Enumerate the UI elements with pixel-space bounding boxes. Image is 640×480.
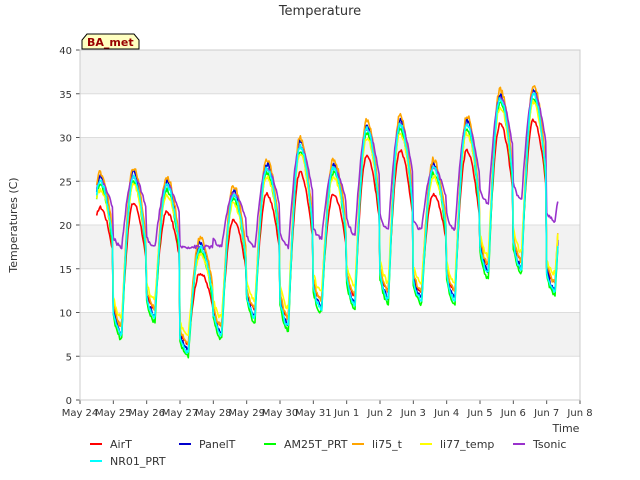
x-tick-label: May 30 (262, 408, 299, 419)
x-tick-label: May 28 (195, 408, 232, 419)
legend-label: AM25T_PRT (284, 438, 348, 451)
y-tick-label: 30 (59, 134, 72, 145)
x-tick-label: May 25 (95, 408, 132, 419)
plot-band (80, 312, 580, 357)
y-tick-label: 0 (66, 396, 72, 407)
legend-label: AirT (110, 438, 132, 451)
y-tick-label: 35 (59, 90, 72, 101)
y-tick-label: 15 (59, 265, 72, 276)
y-axis-label: Temperatures (C) (7, 177, 20, 273)
legend-label: PanelT (199, 438, 236, 451)
legend-label: Tsonic (532, 438, 566, 451)
x-tick-label: May 24 (62, 408, 99, 419)
series-line-tsonic (95, 92, 559, 250)
y-axis: 0 5 10 15 20 25 30 35 40 (59, 46, 80, 407)
x-tick-label: May 29 (228, 408, 265, 419)
x-tick-label: May 31 (295, 408, 332, 419)
badge: BA_met (81, 33, 140, 50)
y-tick-label: 20 (59, 221, 72, 232)
x-tick-label: Jun 5 (466, 408, 492, 419)
legend-label: li75_t (372, 438, 403, 451)
x-tick-label: Jun 8 (566, 408, 592, 419)
y-tick-label: 25 (59, 177, 72, 188)
x-tick-label: Jun 4 (433, 408, 459, 419)
series-lines (95, 85, 559, 359)
plot-band (80, 225, 580, 269)
legend-label: li77_temp (440, 438, 494, 451)
legend: AirT PanelT AM25T_PRT li75_t li77_temp Tsonic… (90, 438, 566, 468)
y-tick-label: 40 (59, 46, 72, 57)
x-tick-label: Jun 6 (500, 408, 526, 419)
x-tick-label: May 27 (162, 408, 199, 419)
plot-frame (79, 49, 581, 401)
x-tick-label: Jun 7 (533, 408, 559, 419)
x-axis-label: Time (552, 422, 580, 435)
plot-band (80, 356, 580, 400)
x-tick-label: May 26 (128, 408, 165, 419)
x-tick-label: Jun 1 (333, 408, 359, 419)
series-line-nr01_prt (95, 92, 559, 354)
y-tick-label: 10 (59, 309, 72, 320)
x-tick-label: Jun 3 (400, 408, 426, 419)
chart-title: Temperature (278, 4, 361, 19)
plot-band (80, 50, 580, 94)
x-tick-label: Jun 2 (366, 408, 392, 419)
y-tick-label: 5 (66, 352, 72, 363)
badge-label: BA_met (87, 36, 134, 49)
plot-band (80, 268, 580, 313)
legend-label: NR01_PRT (110, 455, 166, 468)
